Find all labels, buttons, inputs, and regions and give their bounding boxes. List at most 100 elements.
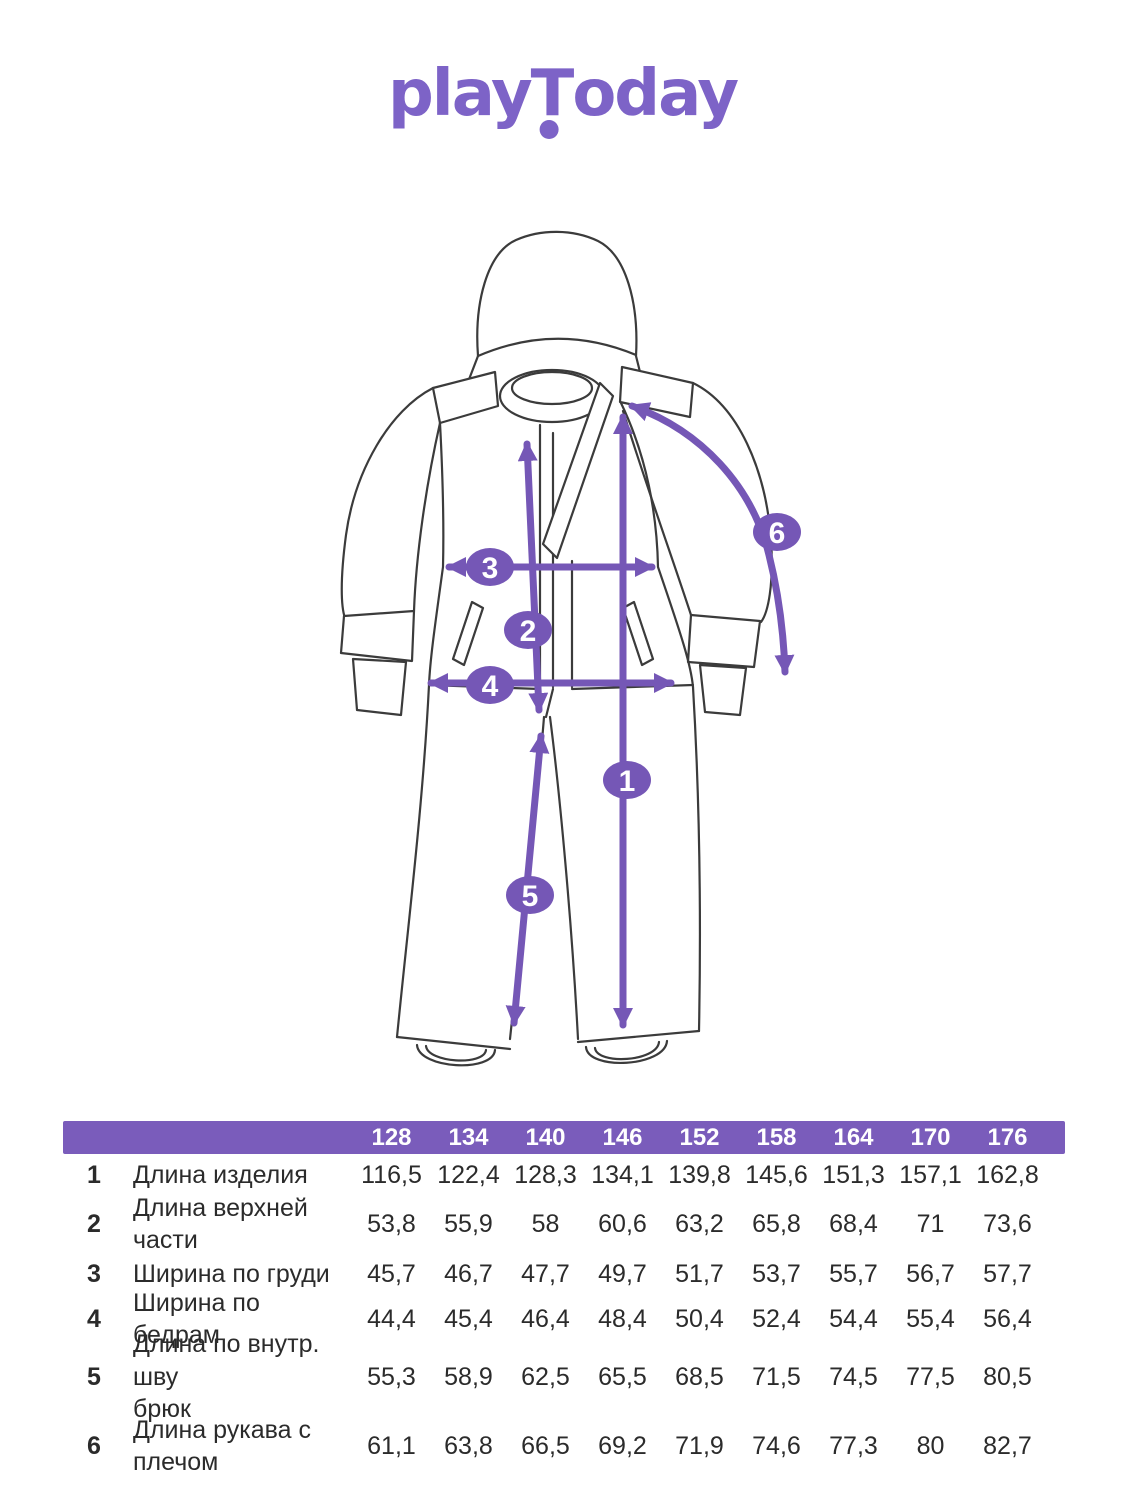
size-column-header: 134: [448, 1123, 489, 1151]
size-value-cell: 55,9: [444, 1209, 493, 1238]
measurement-label-line: брюк: [133, 1395, 191, 1424]
measurement-label: Длина верхней части: [125, 1194, 353, 1255]
row-number: 4: [87, 1304, 101, 1333]
logo-letter-t: T: [531, 56, 574, 139]
size-value-cell: 139,8: [668, 1160, 731, 1189]
size-value-cell: 58,9: [444, 1362, 493, 1391]
measure-badge-1: 1: [603, 761, 651, 799]
measure-badge-6: 6: [753, 513, 801, 551]
size-value-cell: 51,7: [675, 1259, 724, 1288]
right-cuff: [686, 613, 762, 669]
measurement-label: Длина рукава с плечом: [125, 1412, 353, 1480]
size-value-cell: 77,3: [829, 1431, 878, 1460]
right-leg-outer: [691, 685, 702, 1033]
size-value-cell: 68,5: [675, 1362, 724, 1391]
measure-badge-5: 5: [506, 876, 554, 914]
size-value-cell: 80: [916, 1431, 945, 1460]
size-value-cell: 65,5: [598, 1362, 647, 1391]
measure-badges: 1 2 3 4 5 6: [466, 513, 801, 914]
size-value-cell: 52,4: [752, 1304, 801, 1333]
size-value-cell: 44,4: [367, 1304, 416, 1333]
brand-logo: playT oday: [0, 56, 1125, 139]
left-sleeve-inner: [412, 421, 442, 613]
size-value-cell: 71: [916, 1209, 945, 1238]
left-cuff-lower: [351, 657, 408, 717]
garment-diagram: 1 2 3 4 5 6: [339, 230, 801, 1067]
measurement-label: Ширина по бедрам: [125, 1289, 353, 1350]
right-pocket: [621, 600, 655, 667]
right-leg-hem: [576, 1029, 701, 1044]
body-right-edge: [619, 401, 695, 689]
right-leg-inner: [548, 715, 580, 1041]
size-value-cell: 145,6: [745, 1160, 808, 1189]
row-number: 1: [87, 1160, 101, 1189]
size-value-cell: 69,2: [598, 1431, 647, 1460]
measurement-label-line: плечом: [133, 1448, 219, 1476]
size-value-cell: 71,9: [675, 1431, 724, 1460]
measurement-label-line: Длина верхней: [133, 1193, 308, 1222]
measurement-label: Длина изделия: [125, 1154, 353, 1196]
left-leg-hem: [395, 1035, 512, 1051]
measure-badge-2: 2: [504, 611, 552, 649]
right-sleeve-outer: [691, 381, 773, 624]
size-value-cell: 62,5: [521, 1362, 570, 1391]
size-value-cell: 56,7: [906, 1259, 955, 1288]
size-value-cell: 128,3: [514, 1160, 577, 1189]
size-value-cell: 63,2: [675, 1209, 724, 1238]
collar-inner: [510, 370, 594, 406]
hood-outline: [466, 230, 644, 384]
left-pocket: [451, 600, 485, 667]
size-value-cell: 55,3: [367, 1362, 416, 1391]
measurement-label: Длина по внутр. шву брюк: [125, 1330, 353, 1423]
size-value-cell: 122,4: [437, 1160, 500, 1189]
size-value-cell: 54,4: [829, 1304, 878, 1333]
size-value-cell: 47,7: [521, 1259, 570, 1288]
size-value-cell: 50,4: [675, 1304, 724, 1333]
right-sleeve-inner: [621, 409, 693, 617]
badge-3-number: 3: [482, 552, 499, 585]
row-number: 6: [87, 1431, 101, 1460]
left-leg-outer: [395, 683, 431, 1039]
size-table: 128 134 140 146 152 158 164 170 176 1 Дл…: [63, 1121, 1065, 1480]
measure-arrows: [427, 402, 795, 1029]
size-value-cell: 49,7: [598, 1259, 647, 1288]
size-column-header: 128: [371, 1123, 412, 1151]
size-column-header: 164: [833, 1123, 874, 1151]
size-value-cell: 71,5: [752, 1362, 801, 1391]
size-column-header: 158: [756, 1123, 797, 1151]
size-column-header: 176: [987, 1123, 1028, 1151]
crotch-line: [544, 687, 555, 719]
garment-outline: [339, 230, 773, 1067]
size-value-cell: 48,4: [598, 1304, 647, 1333]
header-spacer-label: [125, 1121, 353, 1154]
size-value-cell: 74,5: [829, 1362, 878, 1391]
size-table-body: 1 Длина изделия 116,5 122,4 128,3 134,1 …: [63, 1154, 1065, 1480]
left-cuff: [339, 609, 416, 663]
right-cuff-lower: [698, 663, 748, 717]
size-value-cell: 74,6: [752, 1431, 801, 1460]
size-value-cell: 53,8: [367, 1209, 416, 1238]
left-sleeve-outer: [340, 386, 435, 620]
size-column-header: 152: [679, 1123, 720, 1151]
right-boot-inner: [593, 1040, 661, 1061]
size-value-cell: 63,8: [444, 1431, 493, 1460]
body-left-edge: [427, 421, 445, 687]
size-value-cell: 55,4: [906, 1304, 955, 1333]
size-value-cell: 65,8: [752, 1209, 801, 1238]
row-number: 2: [87, 1209, 101, 1238]
size-value-cell: 77,5: [906, 1362, 955, 1391]
badge-6-number: 6: [769, 517, 786, 550]
size-value-cell: 151,3: [822, 1160, 885, 1189]
size-value-cell: 45,7: [367, 1259, 416, 1288]
size-value-cell: 61,1: [367, 1431, 416, 1460]
size-value-cell: 82,7: [983, 1431, 1032, 1460]
right-boot-outer: [584, 1039, 669, 1064]
row-number: 5: [87, 1362, 101, 1391]
measurement-label-line: Длина по внутр. шву: [133, 1330, 320, 1391]
header-spacer-num: [63, 1121, 125, 1154]
measurement-label-line: Длина изделия: [133, 1160, 308, 1189]
size-value-cell: 116,5: [361, 1160, 422, 1189]
measurement-label: Ширина по груди: [125, 1252, 353, 1296]
size-value-cell: 58: [531, 1209, 560, 1238]
